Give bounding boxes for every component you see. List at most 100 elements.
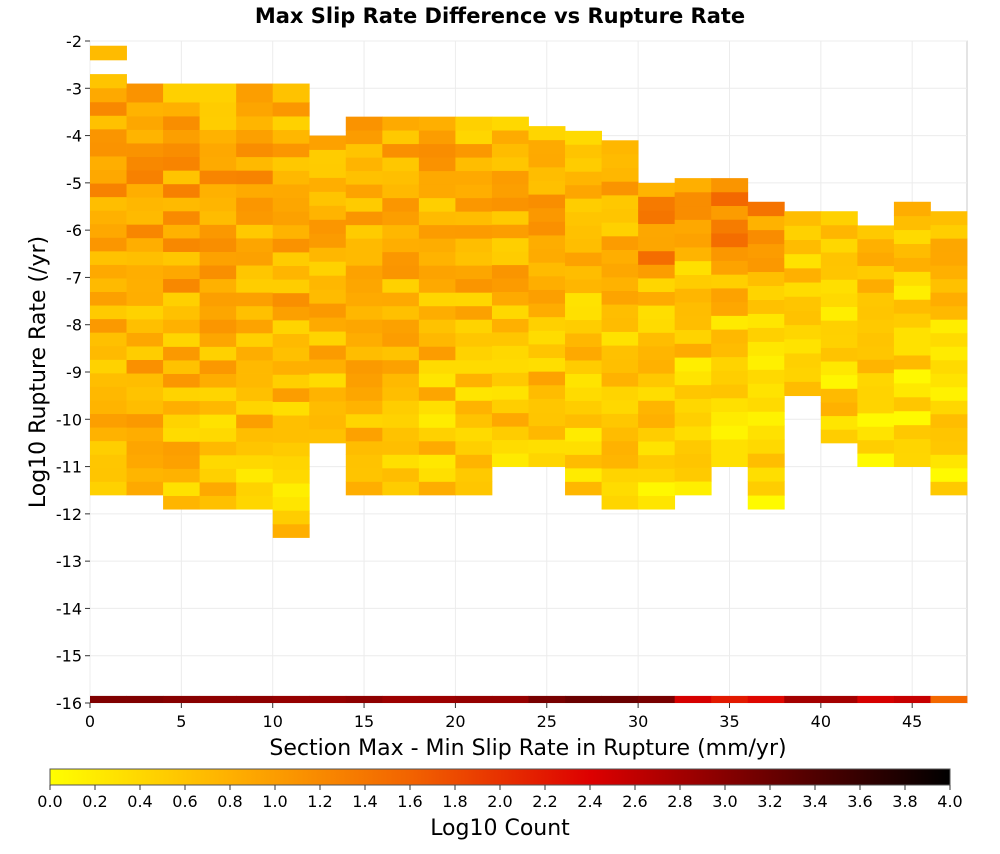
heatmap-cell [126,224,164,239]
heatmap-cell [491,318,529,333]
heatmap-cell [784,211,822,226]
heatmap-cell [857,252,895,267]
heatmap-cell [382,467,420,482]
heatmap-cell [638,400,676,415]
heatmap-cell [345,224,383,239]
heatmap-cell [455,467,493,482]
heatmap-cell [893,438,931,454]
heatmap-cell [747,411,785,426]
heatmap-cell [565,400,602,415]
heatmap-cell [126,346,164,361]
heatmap-cell [382,454,420,469]
heatmap-cell [418,116,456,131]
heatmap-cell [382,292,420,307]
heatmap-cell [784,296,822,311]
heatmap-cell [236,170,274,185]
heatmap-cell [163,373,201,388]
heatmap-cell [272,483,310,498]
heatmap-cell [820,320,858,335]
heatmap-cell [126,454,164,469]
heatmap-cell [893,243,931,258]
heatmap-cell [418,373,456,388]
heatmap-cell [272,292,310,307]
heatmap-cell [236,468,274,483]
heatmap-cell [126,440,164,455]
heatmap-cell [820,265,858,280]
heatmap-cell [236,495,274,510]
heatmap-cell [309,247,347,262]
heatmap-cell [345,413,383,428]
y-tick-label: -15 [56,647,82,666]
heatmap-cell [893,424,931,440]
y-tick-label: -8 [66,316,82,335]
heatmap-floor-cell [126,695,164,703]
heatmap-floor-cell [528,695,566,703]
heatmap-cell [528,452,566,467]
heatmap-cell [272,211,310,226]
heatmap-cell [236,238,274,252]
heatmap-cell [90,467,127,482]
heatmap-cell [163,265,201,280]
heatmap-cell [199,305,237,320]
heatmap-cell [345,440,383,455]
heatmap-cell [711,315,749,330]
colorbar-tick-label: 2.4 [577,792,602,811]
heatmap-cell [199,224,237,239]
heatmap-cell [345,346,383,361]
heatmap-cell [163,292,201,307]
colorbar-tick-label: 0.8 [217,792,242,811]
heatmap-floor-cell [711,695,749,703]
heatmap-cell [784,353,822,368]
heatmap-cell [126,386,164,401]
heatmap-cell [601,468,639,483]
heatmap-cell [711,233,749,248]
heatmap-cell [601,495,639,510]
heatmap-cell [236,102,274,117]
heatmap-cell [565,171,602,186]
heatmap-cell [272,387,310,402]
heatmap-cell [272,129,310,144]
heatmap-cell [491,291,529,306]
heatmap-cell [199,238,237,252]
colorbar-tick-label: 0.6 [172,792,197,811]
heatmap-cell [565,481,602,496]
x-tick-label: 5 [176,712,186,731]
heatmap-cell [345,305,383,320]
heatmap-cell [565,333,602,348]
heatmap-cell [199,278,237,293]
heatmap-cell [163,414,201,429]
heatmap-cell [90,250,127,265]
heatmap-cell [491,399,529,414]
heatmap-cell [601,440,639,455]
heatmap-cell [345,238,383,253]
heatmap-floor-cell [930,695,968,703]
heatmap-cell [345,292,383,307]
heatmap-cell [674,384,712,399]
x-tick-label: 15 [354,712,374,731]
heatmap-cell [565,184,602,199]
heatmap-cell [345,467,383,482]
heatmap-cell [272,510,310,525]
heatmap-cell [565,346,602,361]
heatmap-cell [345,251,383,266]
y-tick-label: -11 [56,458,82,477]
heatmap-cell [163,495,201,510]
heatmap-cell [309,205,347,220]
heatmap-cell [199,482,237,496]
heatmap-cell [163,332,201,347]
heatmap-cell [565,211,602,226]
heatmap-floor-cell [199,695,237,703]
heatmap-cell [638,196,676,211]
y-tick-label: -5 [66,174,82,193]
heatmap-cell [272,252,310,267]
heatmap-cell [491,439,529,454]
heatmap-cell [309,219,347,234]
heatmap-cell [90,359,127,374]
heatmap-cell [930,332,968,347]
heatmap-cell [857,238,895,253]
heatmap-cell [601,290,639,305]
heatmap-cell [455,319,493,334]
heatmap-cell [638,359,676,374]
heatmap-cell [199,183,237,198]
heatmap-cell [930,278,968,293]
